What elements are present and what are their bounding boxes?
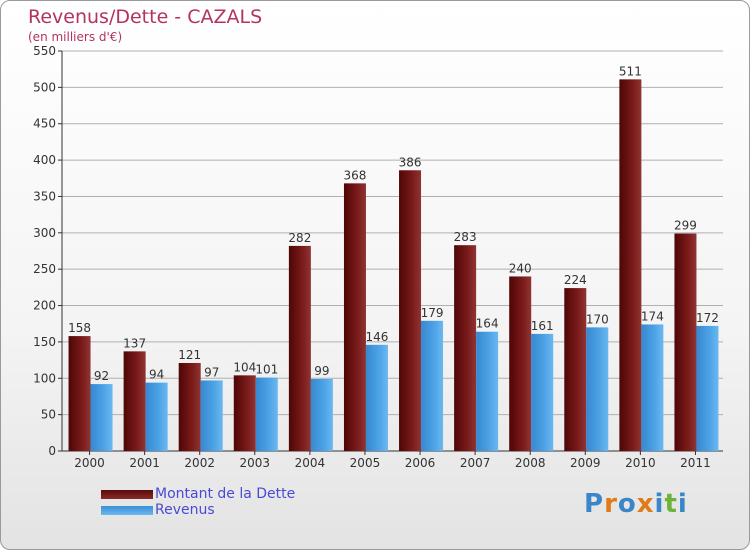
data-label: 121 [178,348,201,362]
x-tick-label: 2007 [460,456,491,470]
data-label: 92 [94,369,109,383]
legend-swatch-revenus [101,506,153,515]
bar-revenus [476,331,499,451]
y-tick-label: 400 [33,153,56,167]
bar-revenus [531,333,554,451]
legend-label-dette: Montant de la Dette [155,486,296,502]
bar-dette [619,79,642,451]
logo-letter: r [604,489,618,519]
data-label: 282 [288,231,311,245]
bar-revenus [255,377,278,451]
y-tick-label: 250 [33,262,56,276]
y-tick-label: 300 [33,226,56,240]
data-label: 368 [344,168,367,182]
bar-dette [233,375,256,451]
data-label: 172 [696,311,719,325]
bar-revenus [145,382,168,451]
logo-letter: o [617,489,637,519]
bar-revenus [310,379,333,451]
bar-revenus [421,320,444,451]
logo-letter: i [677,489,688,519]
legend: Montant de la Dette Revenus [101,486,361,519]
y-tick-label: 100 [33,371,56,385]
chart-title: Revenus/Dette - CAZALS [28,6,263,28]
y-tick-label: 150 [33,335,56,349]
chart-subtitle: (en milliers d'€) [28,30,123,44]
data-label: 224 [564,273,587,287]
bar-dette [288,245,311,451]
legend-swatch-dette [101,490,153,499]
y-tick-label: 550 [33,44,56,58]
data-label: 174 [641,309,664,323]
y-tick-label: 450 [33,117,56,131]
data-label: 179 [421,306,444,320]
data-label: 97 [204,365,219,379]
bar-dette [564,288,587,451]
logo-letter: x [636,489,655,519]
data-label: 170 [586,312,609,326]
bar-dette [454,245,477,451]
data-label: 137 [123,336,146,350]
bar-dette [68,336,91,451]
bar-revenus [365,344,388,451]
data-label: 299 [674,219,697,233]
logo-letter: t [664,489,678,519]
data-label: 94 [149,368,164,382]
x-tick-label: 2011 [680,456,711,470]
legend-label-revenus: Revenus [155,502,215,518]
data-label: 164 [476,317,499,331]
bar-dette [509,276,532,451]
data-label: 158 [68,321,91,335]
bar-revenus [90,384,113,451]
y-tick-label: 0 [48,444,56,458]
x-tick-label: 2008 [515,456,546,470]
logo-letter: i [654,489,665,519]
x-tick-label: 2005 [350,456,381,470]
x-tick-label: 2002 [184,456,215,470]
y-tick-label: 350 [33,189,56,203]
bar-dette [399,170,422,452]
x-tick-label: 2004 [295,456,326,470]
x-tick-label: 2010 [625,456,656,470]
data-label: 104 [233,360,256,374]
bar-revenus [696,325,719,451]
bar-dette [343,183,366,451]
data-label: 386 [399,155,422,169]
proxiti-logo: Proxiti [584,489,688,519]
data-label: 99 [314,364,329,378]
x-tick-label: 2006 [405,456,436,470]
data-label: 146 [366,330,389,344]
legend-item-dette: Montant de la Dette [101,486,361,503]
bar-revenus [200,380,223,451]
x-tick-label: 2000 [74,456,105,470]
data-label: 511 [619,64,642,78]
x-tick-label: 2003 [240,456,271,470]
y-tick-label: 200 [33,299,56,313]
data-label: 240 [509,261,532,275]
data-label: 101 [255,363,278,377]
y-tick-label: 50 [41,408,56,422]
y-tick-label: 500 [33,80,56,94]
bar-revenus [641,324,664,451]
bar-revenus [586,327,609,451]
bar-dette [123,351,146,451]
logo-letter: P [584,489,605,519]
data-label: 161 [531,319,554,333]
legend-item-revenus: Revenus [101,502,361,519]
x-tick-label: 2001 [129,456,160,470]
x-tick-label: 2009 [570,456,601,470]
data-label: 283 [454,230,477,244]
bar-dette [674,233,697,451]
bar-dette [178,363,201,451]
